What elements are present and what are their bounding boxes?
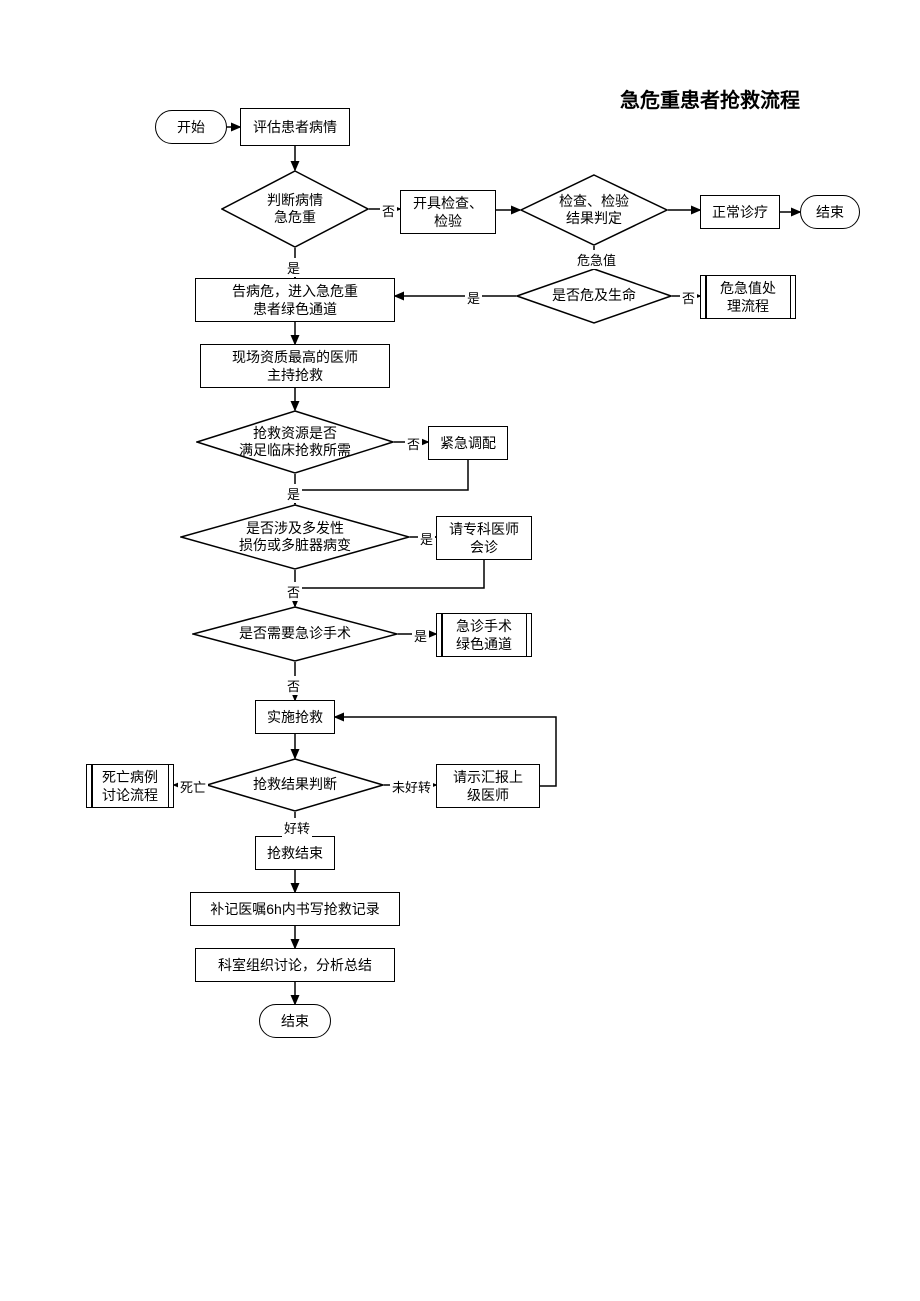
edge-label: 是 (285, 258, 302, 277)
decision-label: 判断病情急危重 (221, 170, 369, 248)
decision-label: 抢救资源是否满足临床抢救所需 (196, 410, 394, 474)
process-order: 开具检查、检验 (400, 190, 496, 234)
edge-label: 是 (465, 288, 482, 307)
decision-d_res: 检查、检验结果判定 (520, 174, 668, 246)
decision-label: 是否涉及多发性损伤或多脏器病变 (180, 504, 410, 570)
decision-label: 检查、检验结果判定 (520, 174, 668, 246)
edge-label: 死亡 (178, 777, 208, 796)
edge-label: 否 (405, 434, 422, 453)
decision-label: 是否需要急诊手术 (192, 606, 398, 662)
process-notes: 补记医嘱6h内书写抢救记录 (190, 892, 400, 926)
subprocess-surg: 急诊手术绿色通道 (436, 613, 532, 657)
edge-label: 否 (285, 676, 302, 695)
process-dispatch: 紧急调配 (428, 426, 508, 460)
edge-label: 否 (680, 288, 697, 307)
decision-d_resrc: 抢救资源是否满足临床抢救所需 (196, 410, 394, 474)
process-lead: 现场资质最高的医师主持抢救 (200, 344, 390, 388)
edge-label: 否 (380, 201, 397, 220)
decision-d_life: 是否危及生命 (516, 268, 672, 324)
decision-d_sev: 判断病情急危重 (221, 170, 369, 248)
process-green: 告病危，进入急危重患者绿色通道 (195, 278, 395, 322)
edge-label: 是 (285, 484, 302, 503)
terminator-end1: 结束 (800, 195, 860, 229)
edge-label: 是 (412, 626, 429, 645)
edge-label: 未好转 (390, 777, 433, 796)
terminator-start: 开始 (155, 110, 227, 144)
process-consult: 请专科医师会诊 (436, 516, 532, 560)
edge-label: 否 (285, 582, 302, 601)
terminator-end2: 结束 (259, 1004, 331, 1038)
decision-d_out: 抢救结果判断 (206, 758, 384, 812)
page-title: 急危重患者抢救流程 (620, 84, 800, 113)
edge-label: 危急值 (575, 250, 618, 269)
edge-label: 是 (418, 529, 435, 548)
subprocess-critproc: 危急值处理流程 (700, 275, 796, 319)
decision-d_surg: 是否需要急诊手术 (192, 606, 398, 662)
process-endResc: 抢救结束 (255, 836, 335, 870)
process-assess: 评估患者病情 (240, 108, 350, 146)
process-doRescue: 实施抢救 (255, 700, 335, 734)
process-normal: 正常诊疗 (700, 195, 780, 229)
decision-label: 是否危及生命 (516, 268, 672, 324)
decision-label: 抢救结果判断 (206, 758, 384, 812)
edge-label: 好转 (282, 818, 312, 837)
process-discuss: 科室组织讨论，分析总结 (195, 948, 395, 982)
subprocess-death: 死亡病例讨论流程 (86, 764, 174, 808)
decision-d_multi: 是否涉及多发性损伤或多脏器病变 (180, 504, 410, 570)
process-report: 请示汇报上级医师 (436, 764, 540, 808)
